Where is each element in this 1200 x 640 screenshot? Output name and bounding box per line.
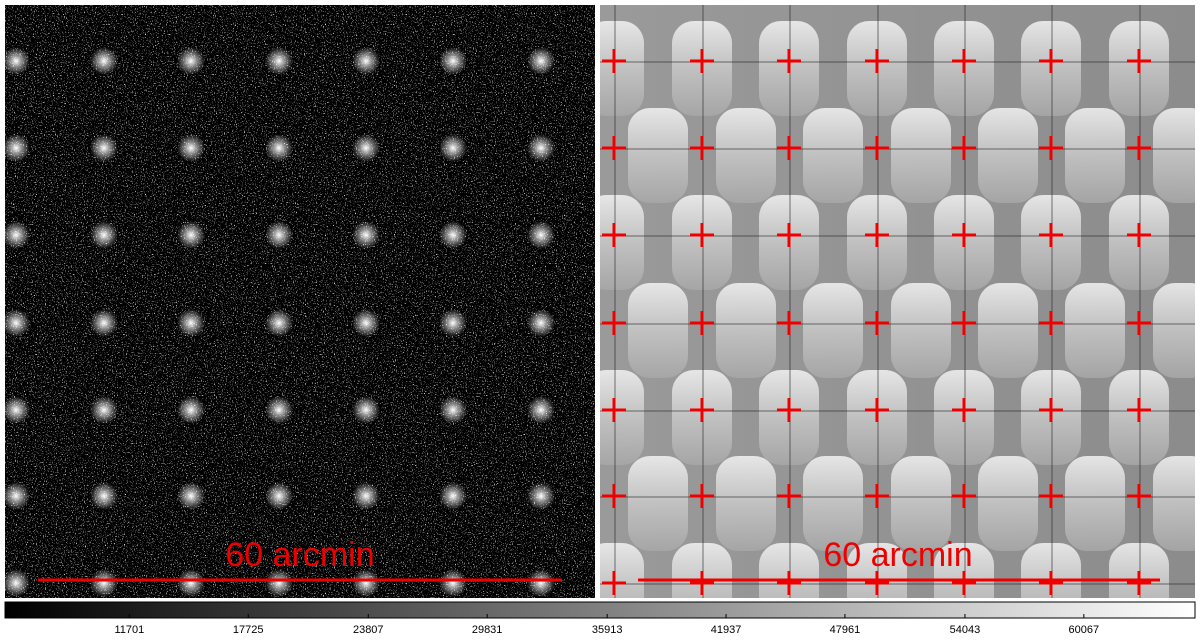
colorbar-tick-label: 11701 [114, 624, 144, 636]
colorbar-tick-label: 60067 [1069, 624, 1100, 636]
source [439, 309, 467, 337]
source [5, 396, 30, 424]
source [177, 221, 205, 249]
source [90, 482, 118, 510]
source [439, 134, 467, 162]
source [177, 396, 205, 424]
exposure-tile [978, 456, 1038, 551]
source [439, 396, 467, 424]
source [90, 309, 118, 337]
exposure-tile [891, 283, 951, 378]
source [352, 134, 380, 162]
source [352, 396, 380, 424]
exposure-tile [600, 370, 644, 465]
source [90, 221, 118, 249]
source [265, 396, 293, 424]
exposure-tile [716, 108, 776, 203]
source [5, 134, 30, 162]
exposure-tile [803, 456, 863, 551]
source [177, 482, 205, 510]
source [265, 134, 293, 162]
exposure-tile [978, 283, 1038, 378]
exposure-tile [1065, 283, 1125, 378]
scale-label: 60 arcmin [823, 536, 972, 574]
exposure-tile [803, 108, 863, 203]
exposure-tile [628, 283, 688, 378]
source [439, 47, 467, 75]
exposure-tile [600, 21, 644, 116]
scale-label: 60 arcmin [225, 536, 374, 574]
source [265, 569, 293, 597]
colorbar-tick-label: 54043 [950, 624, 981, 636]
source [5, 482, 30, 510]
source [439, 221, 467, 249]
source [352, 309, 380, 337]
source [527, 309, 555, 337]
exposure-tile [600, 195, 644, 290]
exposure-tile [1065, 108, 1125, 203]
exposure-tile [716, 456, 776, 551]
colorbar-tick-label: 17725 [233, 624, 264, 636]
source [265, 482, 293, 510]
source [5, 569, 30, 597]
source [527, 396, 555, 424]
noise [5, 5, 595, 598]
source [265, 221, 293, 249]
source [527, 569, 555, 597]
source [439, 569, 467, 597]
source [177, 569, 205, 597]
source [177, 134, 205, 162]
source [265, 309, 293, 337]
exposure-tile [628, 108, 688, 203]
source [5, 47, 30, 75]
colorbar [4, 601, 1196, 619]
source [527, 221, 555, 249]
colorbar-tick-label: 41937 [711, 624, 742, 636]
source [527, 134, 555, 162]
exposure-tile [1153, 108, 1195, 203]
source [352, 482, 380, 510]
source [527, 482, 555, 510]
colorbar-tick-label: 47961 [830, 624, 861, 636]
exposure-tile [716, 283, 776, 378]
colorbar-tick-label: 35913 [592, 624, 623, 636]
exposure-tile [1153, 456, 1195, 551]
source [439, 482, 467, 510]
source [527, 47, 555, 75]
colorbar-tick-label: 23807 [353, 624, 384, 636]
source [90, 396, 118, 424]
source [352, 569, 380, 597]
source [90, 569, 118, 597]
exposure-tile [1153, 283, 1195, 378]
source [352, 47, 380, 75]
source [5, 221, 30, 249]
source [177, 309, 205, 337]
exposure-tile [803, 283, 863, 378]
exposure-tile [628, 456, 688, 551]
source [90, 47, 118, 75]
source [265, 47, 293, 75]
exposure-tile [891, 108, 951, 203]
exposure-tile [978, 108, 1038, 203]
source [177, 47, 205, 75]
left-panel [5, 5, 595, 598]
exposure-tile [1065, 456, 1125, 551]
source [90, 134, 118, 162]
exposure-tile [891, 456, 951, 551]
source [5, 309, 30, 337]
colorbar-tick-label: 29831 [472, 624, 503, 636]
source [352, 221, 380, 249]
